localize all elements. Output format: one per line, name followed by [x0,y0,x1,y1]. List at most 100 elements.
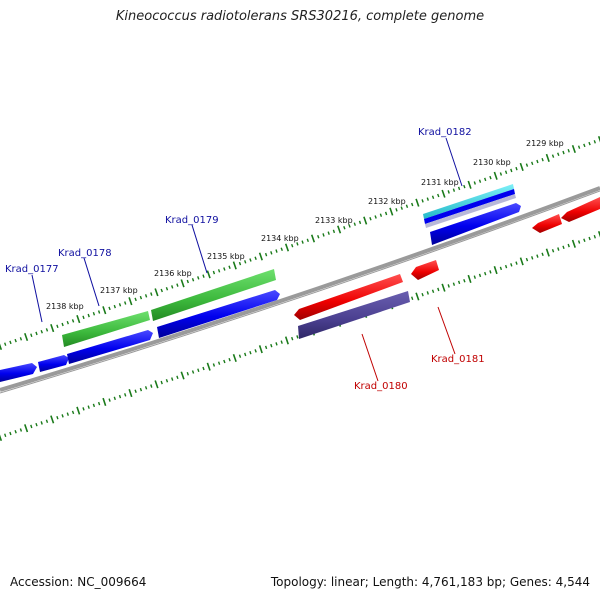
upper-track-minor-tick [217,269,221,273]
upper-track-major-tick [128,297,133,306]
upper-track-minor-tick [249,258,252,262]
gene-arrow-krad-0182[interactable] [430,203,521,245]
lower-track-minor-tick [150,384,153,388]
lower-track-minor-tick [14,429,17,434]
upper-track-major-tick [389,207,394,216]
upper-track-minor-tick [14,338,17,343]
lower-track-minor-tick [463,278,466,283]
gene-feature-krad-0182-shadow [425,194,516,228]
upper-track-minor-tick [82,315,85,320]
lower-track-minor-tick [421,292,424,297]
upper-track-minor-tick [567,148,570,153]
lower-track-minor-tick [113,396,116,401]
rna-feature-krad-0178[interactable] [62,311,150,347]
leader-krad-0180 [361,333,379,382]
gene-label-krad-0181[interactable]: Krad_0181 [431,354,485,365]
lower-track-minor-tick [45,419,49,423]
upper-track-minor-tick [447,190,450,194]
upper-track-minor-tick [296,242,299,246]
lower-track-minor-tick [426,291,429,295]
upper-track-minor-tick [525,163,529,167]
lower-track-major-tick [206,362,211,371]
lower-track-minor-tick [254,349,257,353]
upper-track-minor-tick [593,140,596,144]
tick-label: 2136 kbp [154,269,192,278]
gene-feature-krad-0182-band[interactable] [424,189,515,224]
lower-track-minor-tick [457,280,461,285]
upper-track-minor-tick [541,157,544,162]
lower-track-major-tick [493,266,498,275]
lower-track-major-tick [284,336,289,345]
lower-track-major-tick [258,345,263,354]
gene-arrow-krad-0180[interactable] [294,274,403,320]
gene-label-krad-0177[interactable]: Krad_0177 [5,264,59,275]
gene-arrow-krad-0179[interactable] [157,290,280,338]
lower-track-minor-tick [165,379,169,383]
lower-track-major-tick [467,274,472,283]
gene-arrow-right-2[interactable] [561,197,600,222]
lower-track-minor-tick [82,407,85,411]
lower-track-major-tick [154,380,159,389]
gene-arrow-right-1[interactable] [532,214,562,233]
gene-feature-krad-0182-cyan[interactable] [423,184,514,219]
upper-track-minor-tick [238,261,242,266]
gene-label-krad-0178[interactable]: Krad_0178 [58,248,112,259]
gene-label-krad-0180[interactable]: Krad_0180 [354,381,408,392]
lower-track-major-tick [597,230,600,238]
rna-feature-krad-0179[interactable] [151,269,276,321]
lower-track-minor-tick [291,336,294,341]
lower-track-minor-tick [244,352,247,357]
leader-krad-0178 [83,257,100,307]
lower-track-minor-tick [4,433,7,438]
lower-track-minor-tick [202,366,205,371]
upper-track-minor-tick [30,333,33,338]
lower-track-minor-tick [583,238,586,243]
upper-track-minor-tick [291,243,294,248]
upper-track-minor-tick [327,231,330,235]
upper-track-minor-tick [66,320,69,325]
map-title: Kineococcus radiotolerans SRS30216, comp… [115,9,485,24]
gene-arrow-krad-0177-left[interactable] [0,363,37,382]
lower-track-minor-tick [124,393,127,397]
lower-track-minor-tick [577,240,581,244]
upper-track-minor-tick [317,234,320,239]
gene-feature-krad-0180-dark[interactable] [298,291,410,339]
upper-track-minor-tick [343,226,346,230]
upper-track-major-tick [0,343,3,351]
lower-track-minor-tick [504,264,508,269]
lower-track-minor-tick [30,424,33,429]
lower-track-minor-tick [176,375,179,380]
lower-track-minor-tick [593,234,596,239]
upper-track-minor-tick [353,222,356,226]
gene-arrow-krad-0177[interactable] [38,355,69,372]
lower-track-minor-tick [531,256,534,260]
gene-arrow-krad-0181[interactable] [411,260,439,280]
leader-krad-0179 [191,224,208,274]
lower-track-minor-tick [588,236,591,241]
lower-track-minor-tick [71,410,75,415]
upper-track-minor-tick [191,277,195,282]
gene-label-krad-0179[interactable]: Krad_0179 [165,215,219,226]
upper-track-major-tick [363,216,368,225]
upper-track-minor-tick [551,154,555,158]
upper-track-minor-tick [322,233,325,237]
upper-track-minor-tick [212,270,216,275]
lower-track-minor-tick [171,377,174,381]
upper-track-major-tick [441,189,446,198]
upper-track-minor-tick [223,267,226,271]
upper-track-minor-tick [588,141,591,146]
lower-track-major-tick [76,406,81,415]
gene-label-krad-0182[interactable]: Krad_0182 [418,127,472,138]
upper-track-minor-tick [108,306,111,311]
tick-label: 2138 kbp [46,302,84,311]
accession-label: Accession: NC_009664 [10,575,147,589]
upper-track-minor-tick [228,265,231,269]
lower-track-minor-tick [212,363,216,367]
lower-track-minor-tick [437,287,440,292]
upper-track-minor-tick [374,215,377,219]
lower-track-minor-tick [134,389,137,394]
gene-arrow-krad-0178[interactable] [67,330,153,364]
lower-track-minor-tick [515,261,518,265]
lower-track-major-tick [545,248,550,257]
tick-label: 2133 kbp [315,216,353,225]
